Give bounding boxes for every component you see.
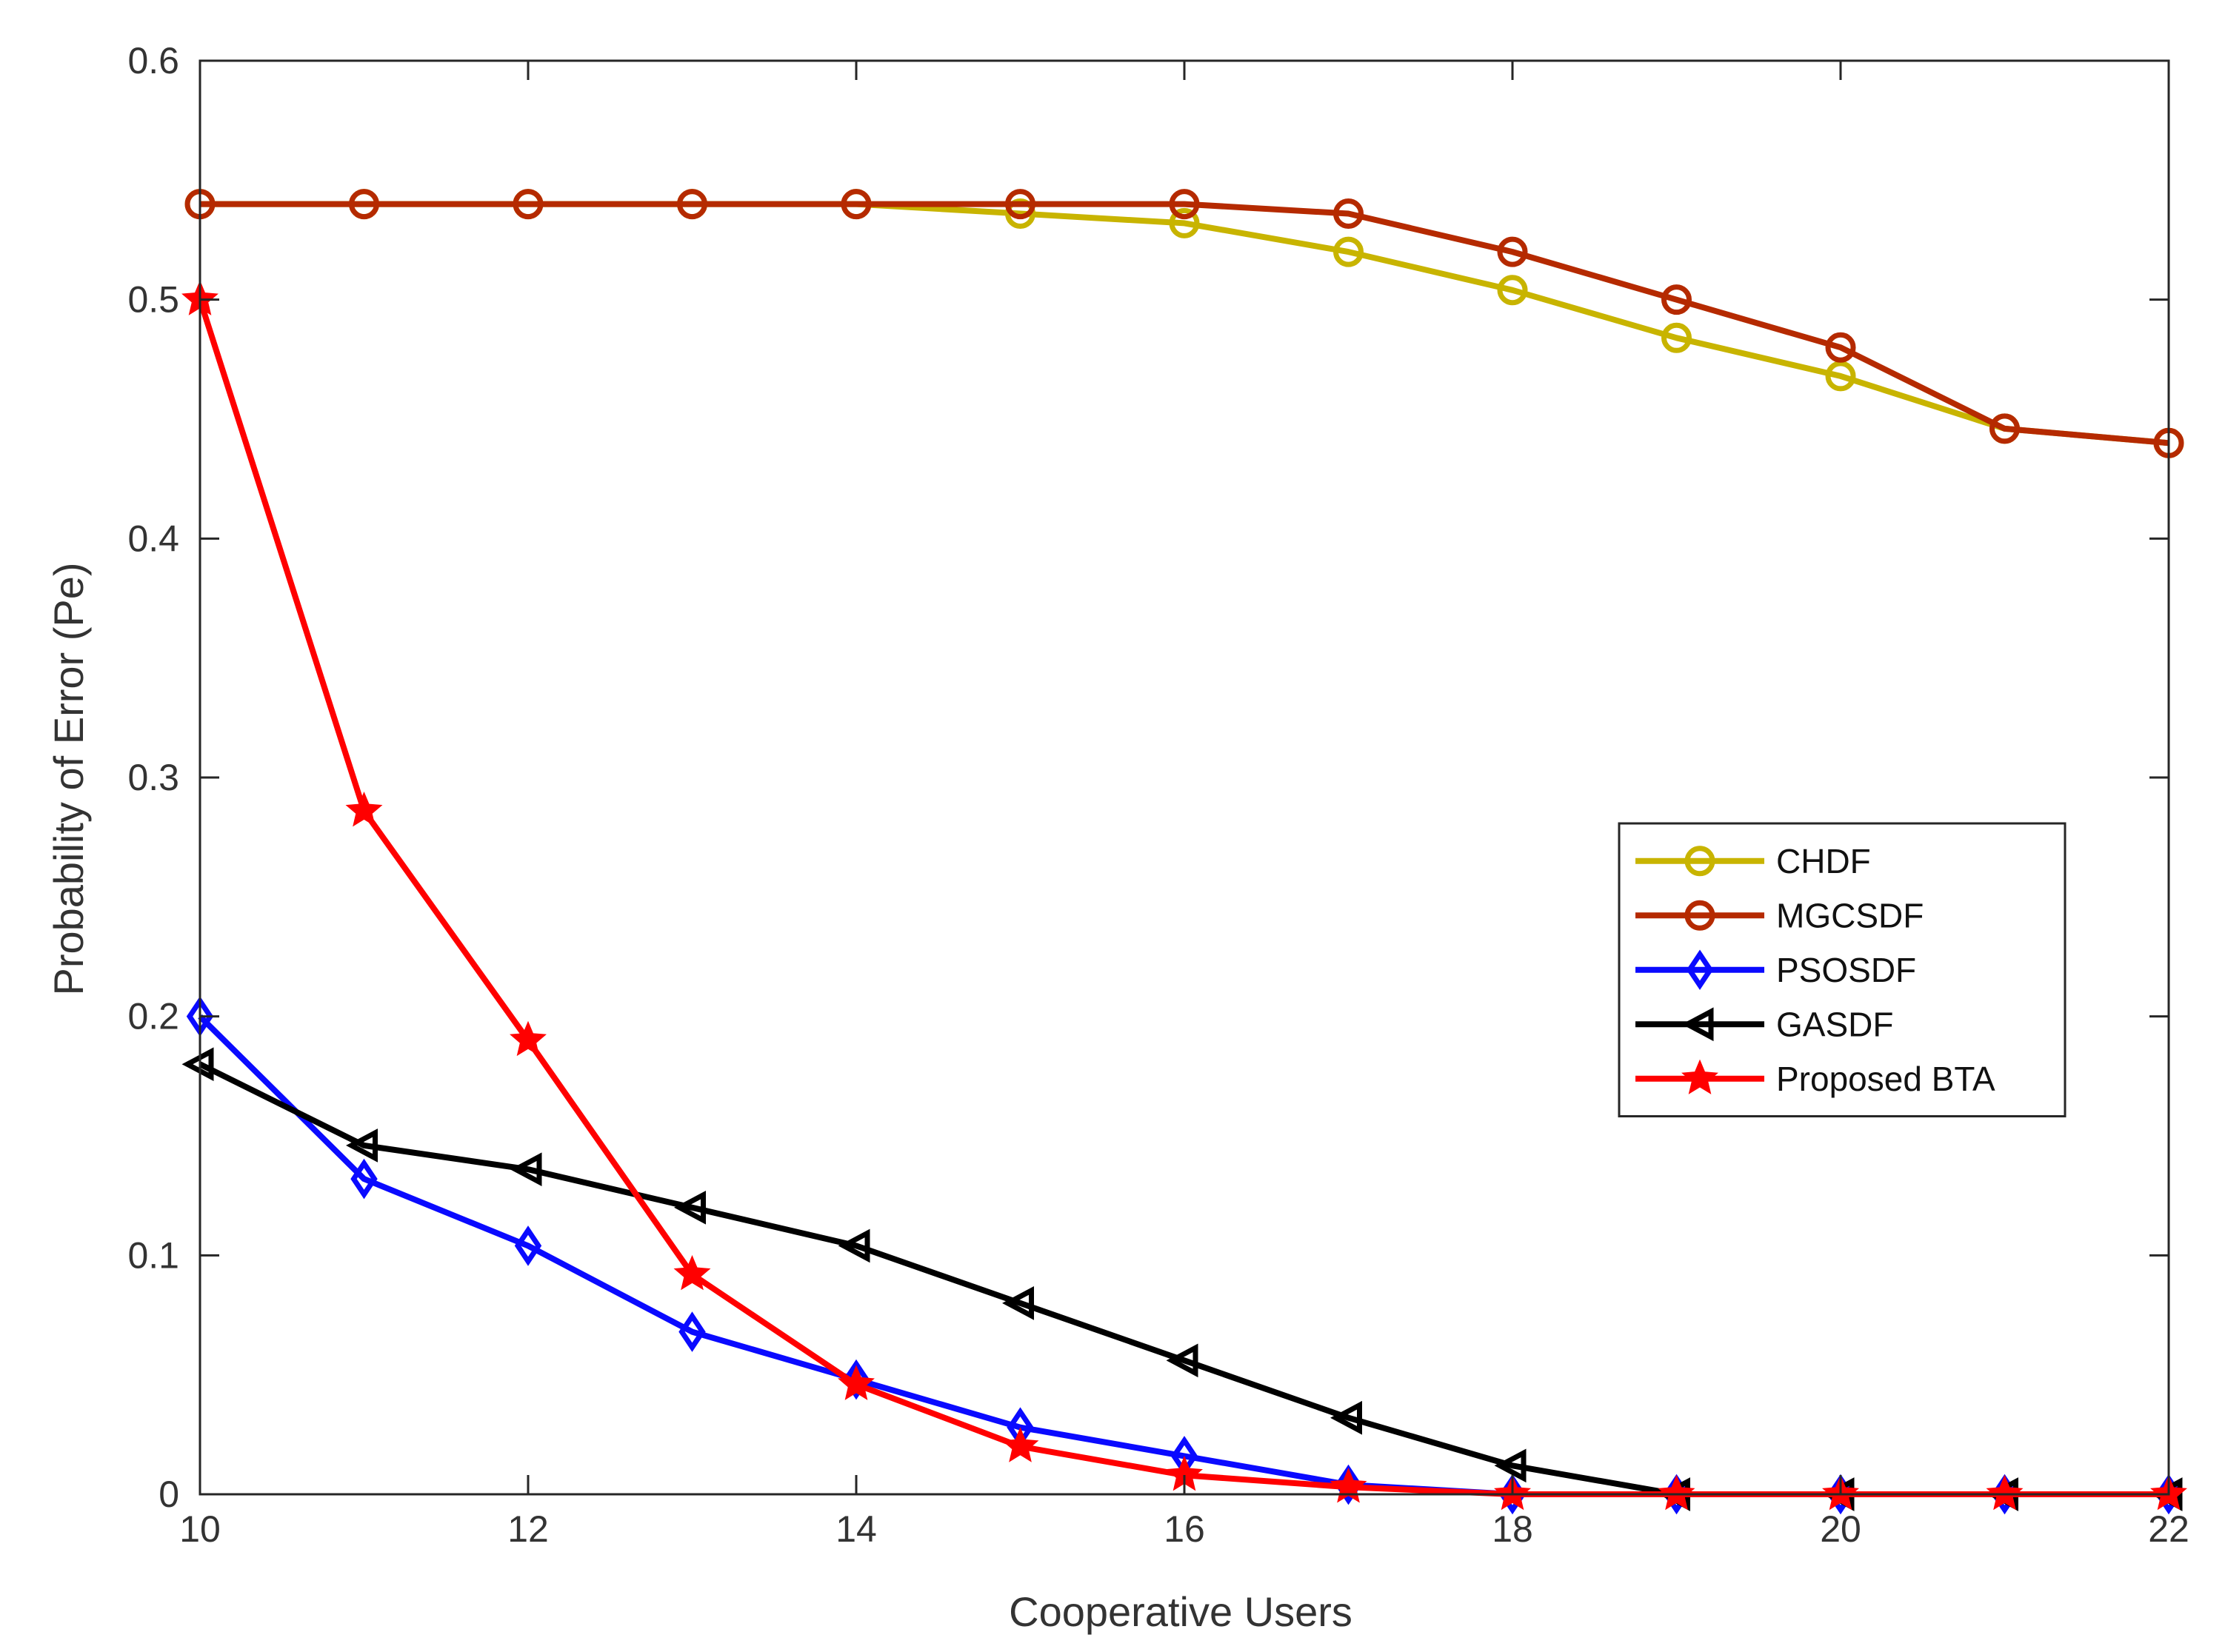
- data-point: [1497, 275, 1528, 306]
- data-point: [1002, 1286, 1034, 1320]
- data-point: [1825, 332, 1856, 363]
- data-point: [838, 1228, 870, 1263]
- data-point: [1989, 413, 2020, 444]
- x-tick-label: 16: [1164, 1508, 1205, 1550]
- data-point: [1169, 189, 1200, 220]
- legend-label: PSOSDF: [1776, 951, 1916, 989]
- x-tick-label: 22: [2148, 1508, 2189, 1550]
- data-point: [1335, 1464, 1362, 1505]
- data-point: [514, 1225, 542, 1266]
- y-tick-label: 0.3: [127, 757, 179, 798]
- legend-label: GASDF: [1776, 1005, 1893, 1043]
- data-point: [1333, 236, 1364, 267]
- x-tick-label: 10: [179, 1508, 221, 1550]
- axes: 10 12 14 16 18 20 22 0 0.1 0.2 0.3 0.4 0.5 0.6: [127, 40, 2189, 1550]
- data-point: [1005, 198, 1035, 230]
- data-point: [1825, 361, 1856, 392]
- legend-marker: [1684, 900, 1715, 931]
- legend-entry: GASDF: [1635, 1005, 1893, 1043]
- x-tick-label: 20: [1820, 1508, 1861, 1550]
- data-point: [1169, 207, 1200, 238]
- data-point: [349, 189, 379, 220]
- data-point: [674, 1190, 706, 1225]
- series-line: [200, 201, 2169, 447]
- data-point: [1001, 1427, 1039, 1462]
- data-point: [841, 189, 872, 220]
- legend: CHDF MGCSDF PSOSDF GASDF Proposed BTA: [1618, 822, 2066, 1117]
- series-mgcsdf: [184, 189, 2184, 458]
- legend-marker: [1681, 1007, 1714, 1042]
- data-point: [1166, 1343, 1198, 1378]
- legend-label: CHDF: [1776, 842, 1871, 880]
- data-point: [1658, 1474, 1695, 1511]
- y-tick-label: 0.5: [127, 279, 179, 321]
- x-axis-label: Cooperative Users: [1009, 1588, 1352, 1635]
- data-point: [350, 1158, 378, 1200]
- data-point: [838, 1365, 875, 1400]
- y-tick-label: 0: [159, 1474, 179, 1515]
- y-tick-label: 0.1: [127, 1234, 179, 1276]
- data-point: [346, 1128, 378, 1163]
- y-tick-label: 0.2: [127, 996, 179, 1037]
- data-point: [1005, 189, 1035, 220]
- legend-entry: PSOSDF: [1635, 949, 1916, 991]
- data-point: [1986, 1474, 2024, 1511]
- legend-marker: [1681, 1059, 1718, 1094]
- x-tick-label: 12: [507, 1508, 549, 1550]
- data-point: [678, 1311, 706, 1352]
- data-point: [1333, 198, 1364, 230]
- data-point: [1661, 322, 1692, 353]
- legend-marker: [1686, 949, 1714, 991]
- data-point: [1497, 236, 1528, 267]
- data-point: [345, 792, 383, 827]
- legend-entry: MGCSDF: [1635, 896, 1924, 934]
- x-tick-label: 14: [835, 1508, 877, 1550]
- data-point: [1330, 1400, 1362, 1435]
- legend-label: MGCSDF: [1776, 896, 1924, 934]
- data-point: [677, 189, 707, 220]
- data-point: [510, 1152, 542, 1186]
- y-tick-label: 0.4: [127, 518, 179, 559]
- legend-marker: [1684, 846, 1715, 877]
- legend-entry: CHDF: [1635, 842, 1871, 880]
- data-point: [513, 189, 544, 220]
- data-point: [1494, 1448, 1527, 1483]
- data-point: [842, 1359, 870, 1400]
- data-point: [510, 1020, 547, 1057]
- x-tick-label: 18: [1492, 1508, 1533, 1550]
- legend-label: Proposed BTA: [1776, 1060, 1995, 1098]
- y-axis-label: Probability of Error (Pe): [45, 562, 92, 995]
- y-tick-label: 0.6: [127, 40, 179, 81]
- data-point: [673, 1254, 711, 1291]
- legend-entry: Proposed BTA: [1635, 1059, 1995, 1098]
- data-point: [1661, 284, 1692, 315]
